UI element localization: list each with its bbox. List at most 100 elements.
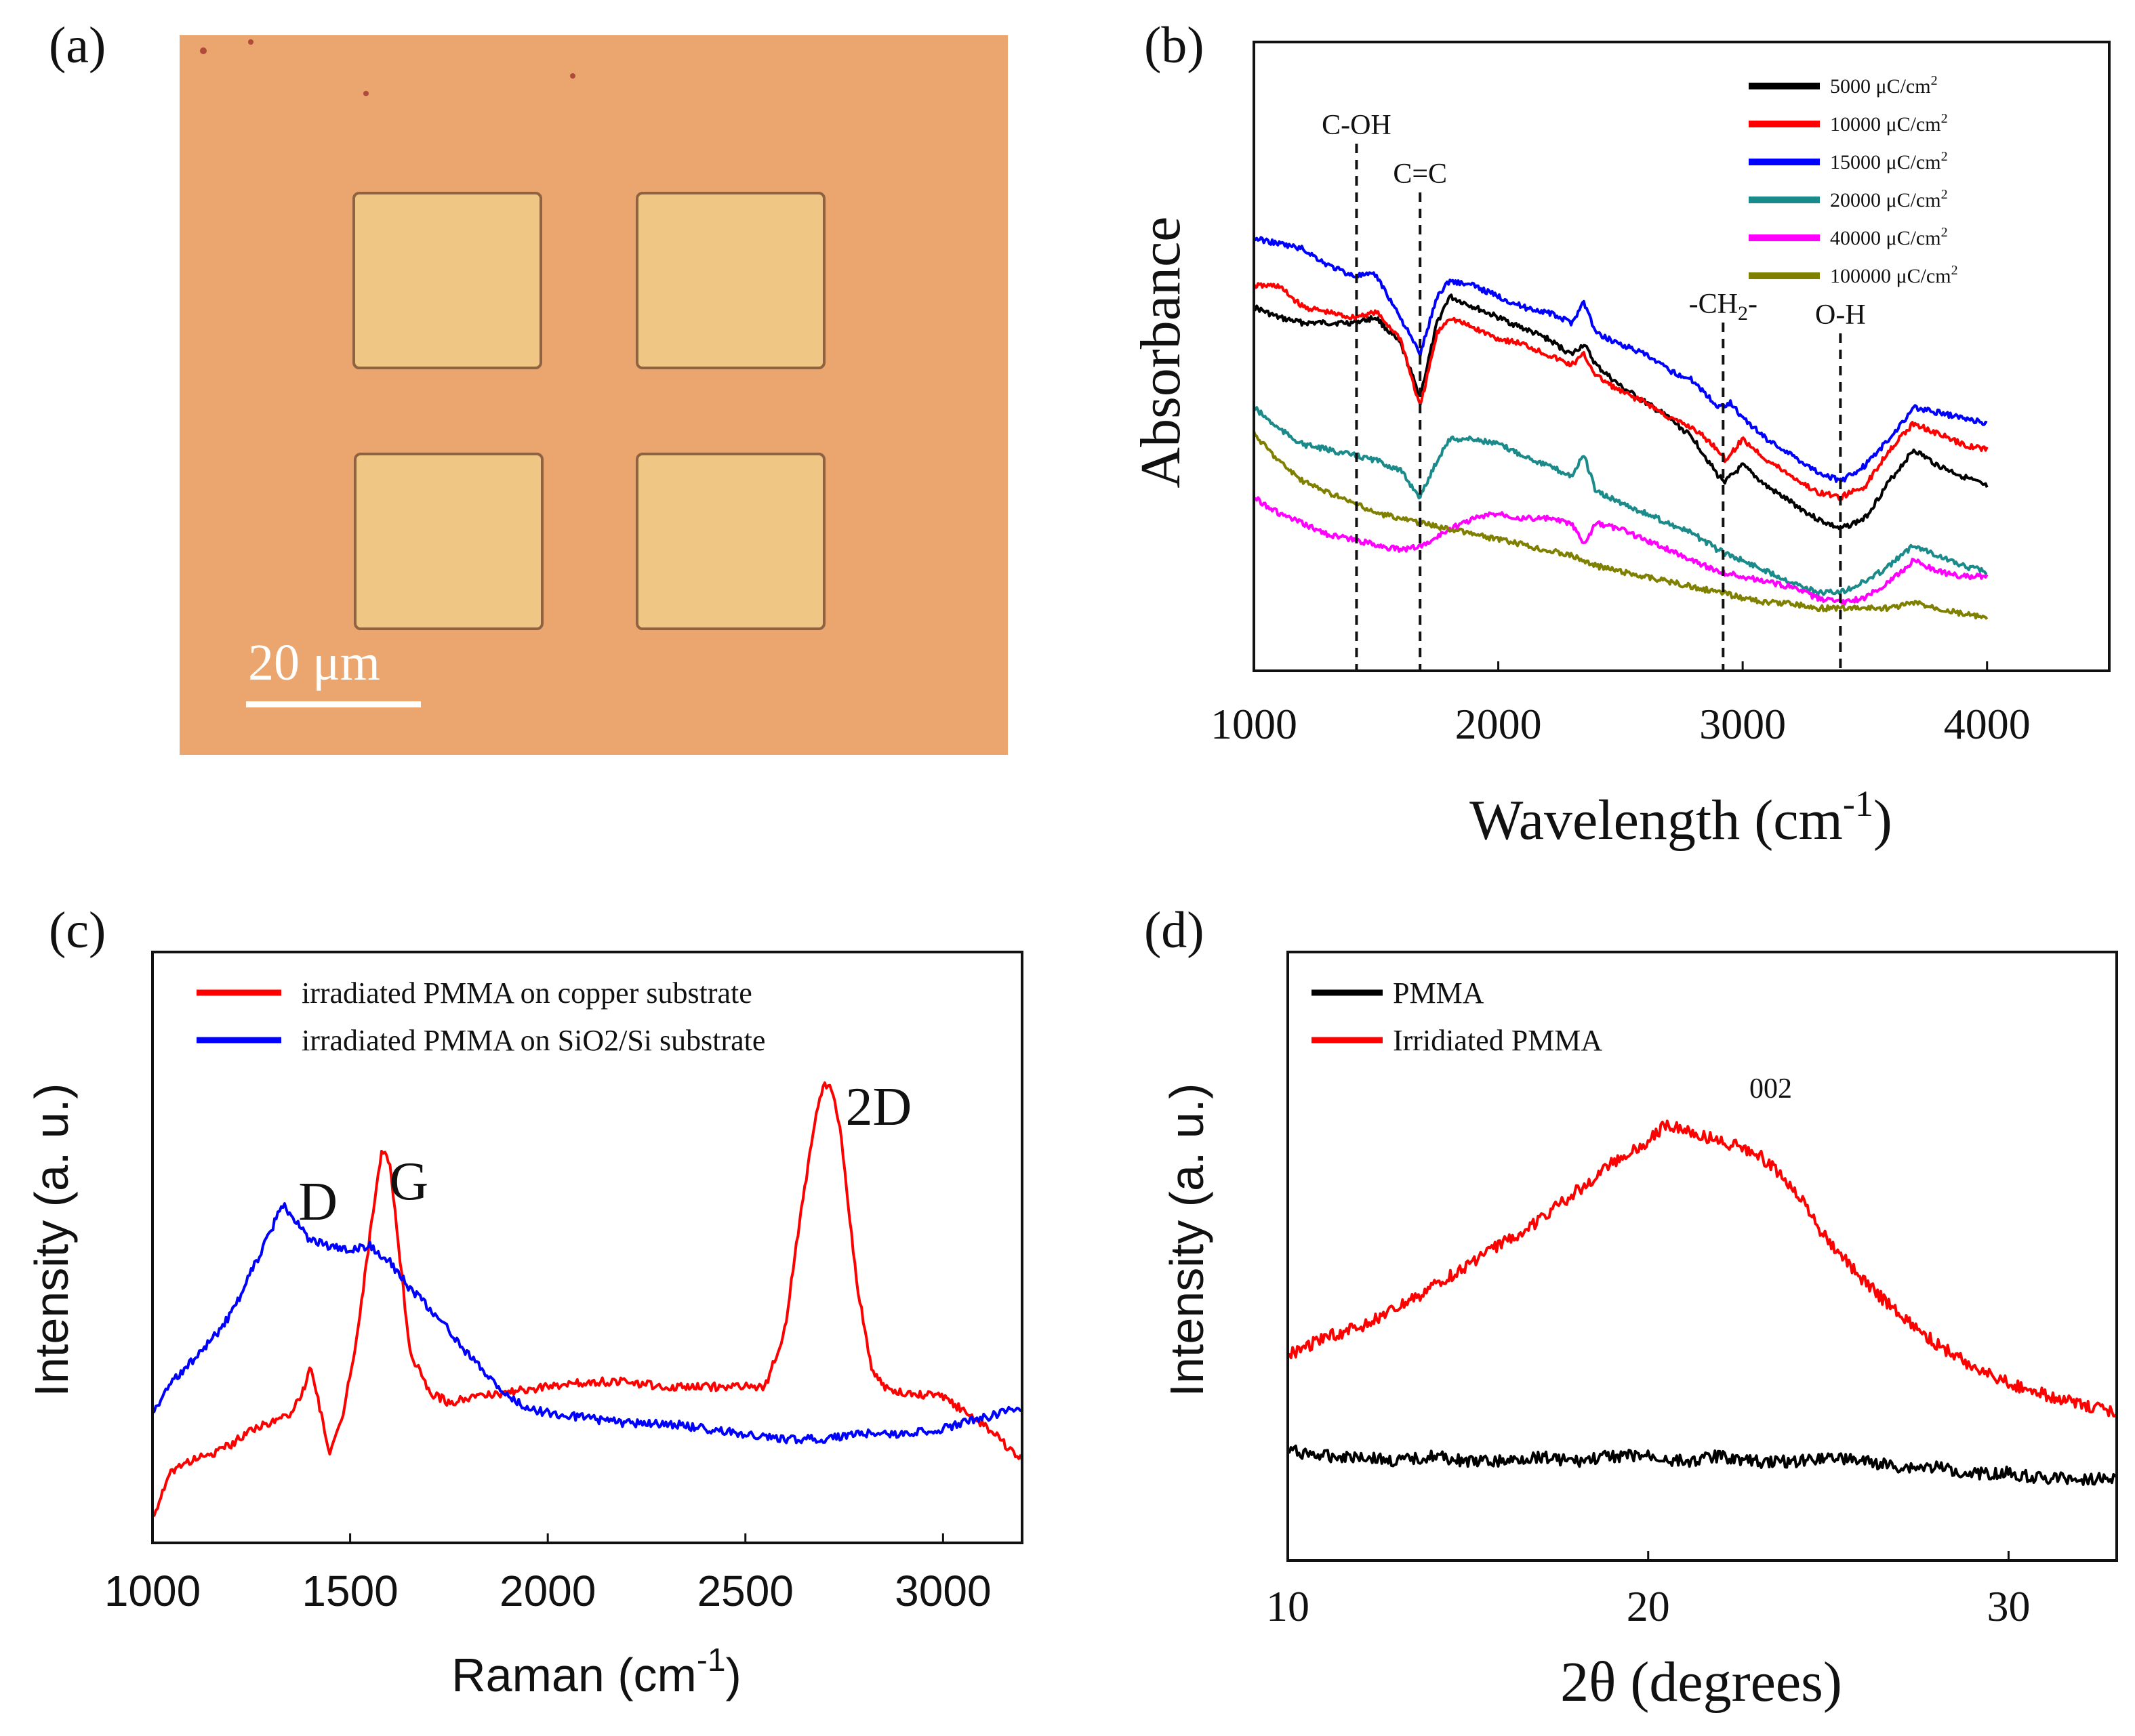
micrograph-speck bbox=[200, 47, 207, 54]
chart-b-x-ticks: 1000 2000 3000 4000 bbox=[1211, 661, 2031, 748]
chart-d-x-ticks: 10 20 30 bbox=[1266, 1551, 2030, 1630]
chart-c-legend-label: irradiated PMMA on copper substrate bbox=[302, 976, 752, 1010]
chart-d-legend-label: PMMA bbox=[1393, 976, 1484, 1010]
chart-c-peak-label: 2D bbox=[846, 1077, 912, 1137]
chart-d-tick-label: 30 bbox=[1987, 1582, 2030, 1630]
chart-d-series-0 bbox=[1286, 1444, 2118, 1486]
chart-c-tick-label: 2000 bbox=[500, 1567, 596, 1615]
chart-c-peak-label: G bbox=[389, 1152, 428, 1212]
chart-d-annotation-label: 002 bbox=[1749, 1073, 1792, 1104]
chart-b-annotation-after: - bbox=[1748, 289, 1757, 320]
chart-b-series-4 bbox=[1253, 496, 1989, 606]
square-pattern-bottom-right bbox=[636, 453, 826, 630]
chart-b-x-axis-title: Wavelength (cm-1) bbox=[1469, 783, 1892, 852]
chart-b-series-0 bbox=[1253, 293, 1989, 531]
micrograph-background bbox=[180, 35, 1008, 755]
micrograph-speck bbox=[570, 73, 575, 79]
chart-b-legend-text: 15000 μC/cm bbox=[1830, 151, 1941, 173]
chart-b-legend-text: 20000 μC/cm bbox=[1830, 189, 1941, 211]
chart-b-legend-label: 100000 μC/cm2 bbox=[1830, 263, 1958, 287]
square-pattern-top-right bbox=[636, 192, 826, 369]
chart-c-tick-label: 2500 bbox=[697, 1567, 794, 1615]
chart-b-tick-label: 4000 bbox=[1944, 700, 2031, 748]
chart-b-legend-text: 40000 μC/cm bbox=[1830, 227, 1941, 249]
chart-b-legend-label: 15000 μC/cm2 bbox=[1830, 149, 1948, 173]
chart-b-frame bbox=[1253, 41, 2111, 672]
scale-bar-label: 20 μm bbox=[248, 634, 380, 691]
chart-d-frame bbox=[1286, 951, 2118, 1562]
chart-b-x-title-main: Wavelength (cm bbox=[1469, 789, 1843, 852]
chart-b-legend-label: 5000 μC/cm2 bbox=[1830, 73, 1938, 98]
chart-c-x-ticks: 1000 1500 2000 2500 3000 bbox=[104, 1533, 992, 1615]
chart-b-legend-label: 10000 μC/cm2 bbox=[1830, 111, 1948, 136]
chart-b-annotation-text: C=C bbox=[1393, 159, 1447, 190]
chart-c-tick-label: 1000 bbox=[104, 1567, 201, 1615]
panel-a-label: (a) bbox=[49, 17, 106, 74]
chart-b-annotation-sub: 2 bbox=[1738, 302, 1748, 325]
chart-c-peak-label: D bbox=[298, 1172, 338, 1232]
chart-c-tick-label: 3000 bbox=[895, 1567, 991, 1615]
chart-b-legend-sup: 2 bbox=[1931, 73, 1938, 88]
chart-b-legend-label: 40000 μC/cm2 bbox=[1830, 225, 1948, 249]
chart-b-legend-sup: 2 bbox=[1941, 149, 1948, 164]
panel-b: (b) 1000 2000 3000 4000 C-OHC=C-CH2- O-H 500… bbox=[1129, 17, 2111, 852]
chart-b-annotation-label: -CH2- bbox=[1689, 289, 1757, 325]
chart-b-tick-label: 2000 bbox=[1455, 700, 1542, 748]
chart-b-annotations: C-OHC=C -CH2- O-H bbox=[1322, 110, 1866, 671]
chart-d-x-axis-title: 2θ (degrees) bbox=[1560, 1651, 1842, 1714]
chart-b-y-axis-title: Absorbance bbox=[1129, 216, 1192, 488]
chart-c-tick-label: 1500 bbox=[302, 1567, 398, 1615]
square-pattern-top-left bbox=[352, 192, 542, 369]
chart-c-series-1 bbox=[152, 1202, 1023, 1445]
chart-c-x-title-close: ) bbox=[726, 1649, 741, 1701]
chart-b-series-2 bbox=[1253, 236, 1988, 483]
scale-bar bbox=[246, 701, 421, 707]
chart-b-series-1 bbox=[1253, 282, 1989, 501]
square-pattern-bottom-left bbox=[354, 453, 544, 630]
chart-b-legend-text: 10000 μC/cm bbox=[1830, 113, 1941, 136]
chart-d-y-axis-title: Intensity (a. u.) bbox=[1160, 1083, 1213, 1397]
chart-d-tick-label: 10 bbox=[1266, 1582, 1309, 1630]
chart-b-series-group bbox=[1253, 236, 1989, 620]
chart-d-series-1 bbox=[1286, 1119, 2118, 1418]
chart-d-annotations: 002 bbox=[1749, 1073, 1792, 1104]
chart-d-tick-label: 20 bbox=[1627, 1582, 1670, 1630]
chart-c-series-0 bbox=[152, 1081, 1023, 1517]
chart-c-frame bbox=[151, 951, 1023, 1544]
chart-c-legend: irradiated PMMA on copper substrate irrad… bbox=[197, 976, 765, 1057]
chart-b-tick-label: 3000 bbox=[1699, 700, 1786, 748]
chart-b-tick-label: 1000 bbox=[1211, 700, 1297, 748]
chart-b-annotation-text: C-OH bbox=[1322, 110, 1391, 141]
panel-d: (d) 10 20 30 002 PMMA Irridiated PMMA Inten… bbox=[1144, 902, 2118, 1714]
micrograph-speck bbox=[248, 39, 253, 45]
chart-b-x-title-close: ) bbox=[1873, 789, 1892, 852]
chart-b-series-5 bbox=[1253, 431, 1989, 620]
chart-b-legend-sup: 2 bbox=[1951, 263, 1958, 278]
chart-b-annotation-label: O-H bbox=[1815, 299, 1866, 331]
panel-c-label: (c) bbox=[49, 902, 106, 959]
micrograph-speck bbox=[363, 91, 369, 96]
chart-c-peak-labels: D G 2D bbox=[298, 1077, 912, 1232]
chart-d-series-group bbox=[1286, 1119, 2118, 1486]
panel-c: (c) 1000 1500 2000 2500 3000 D G 2D irradiated… bbox=[25, 902, 1023, 1701]
chart-c-series-group bbox=[152, 1081, 1023, 1517]
chart-d-legend-label: Irridiated PMMA bbox=[1393, 1024, 1602, 1057]
chart-d-legend: PMMA Irridiated PMMA bbox=[1312, 976, 1602, 1057]
chart-b-annotation-text: O-H bbox=[1815, 299, 1866, 331]
chart-b-legend-sup: 2 bbox=[1941, 111, 1948, 126]
chart-b-legend-sup: 2 bbox=[1941, 225, 1948, 240]
panel-b-label: (b) bbox=[1144, 17, 1204, 74]
chart-b-annotation-text: -CH bbox=[1689, 289, 1738, 320]
panel-d-label: (d) bbox=[1144, 902, 1204, 959]
chart-c-y-axis-title: Intensity (a. u.) bbox=[25, 1083, 78, 1397]
chart-b-legend-text: 5000 μC/cm bbox=[1830, 75, 1931, 98]
chart-c-x-title-sup: -1 bbox=[697, 1642, 726, 1678]
panel-a: (a) 20 μm bbox=[49, 17, 1008, 755]
chart-c-x-axis-title: Raman (cm-1) bbox=[451, 1642, 741, 1701]
chart-b-annotation-label: C-OH bbox=[1322, 110, 1391, 141]
chart-c-legend-label: irradiated PMMA on SiO2/Si substrate bbox=[302, 1024, 765, 1057]
chart-c-x-title-main: Raman (cm bbox=[451, 1649, 697, 1701]
chart-b-series-3 bbox=[1253, 406, 1988, 596]
chart-b-x-title-sup: -1 bbox=[1843, 783, 1873, 824]
